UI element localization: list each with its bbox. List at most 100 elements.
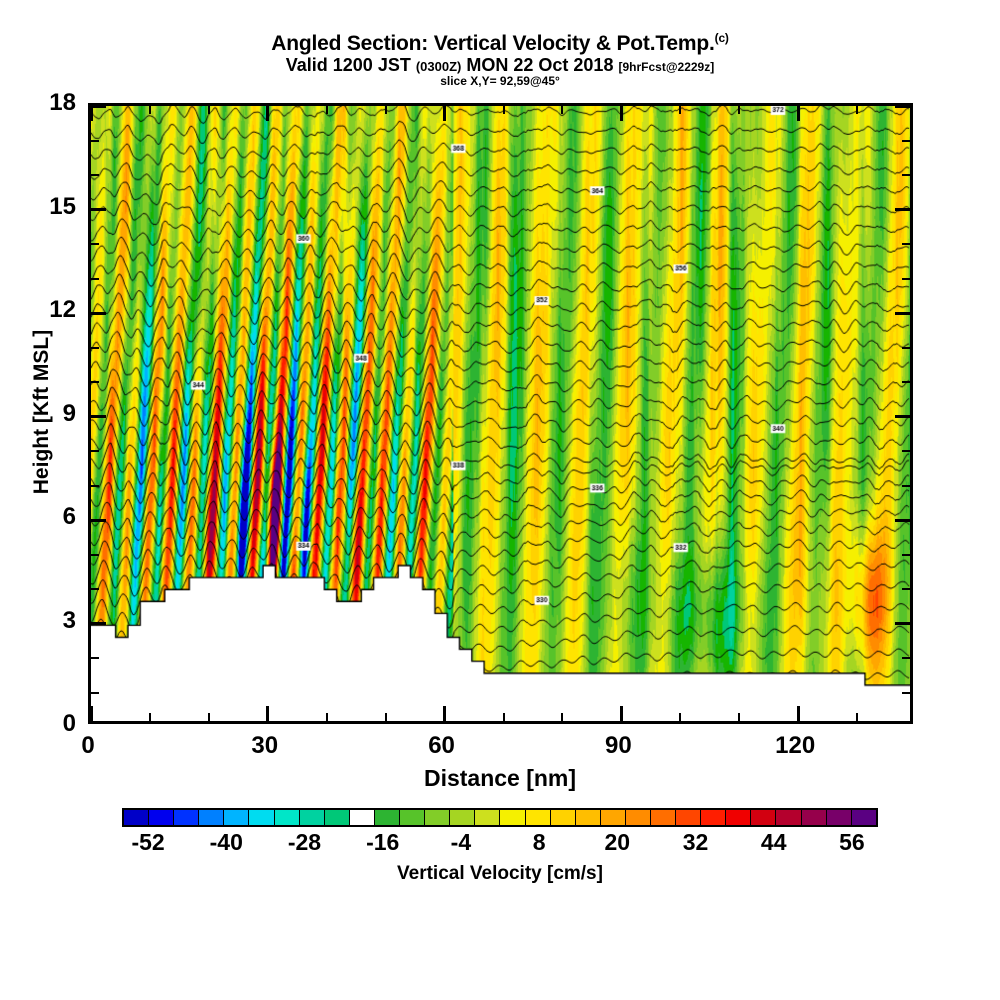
colorbar-cell: [500, 810, 526, 825]
x-tick-top: [443, 106, 447, 121]
colorbar-tick-label: -16: [366, 829, 400, 855]
colorbar-tick-label: -40: [209, 829, 243, 855]
colorbar-cell: [450, 810, 476, 825]
colorbar-tick-labels: -52 -40 -28 -16 -4 8 20 32 44 56: [0, 829, 1000, 859]
y-tick-label: 9: [62, 399, 76, 427]
x-tick: [856, 713, 859, 721]
colorbar-tick-label: 20: [604, 829, 631, 855]
y-tick-right: [895, 415, 910, 418]
colorbar-tick-label: -28: [287, 829, 322, 855]
y-tick-label: 15: [49, 192, 76, 220]
x-tick: [738, 713, 741, 721]
colorbar-cell: [600, 810, 626, 825]
colorbar-cell: [124, 810, 150, 825]
plot-area: [88, 103, 913, 724]
colorbar-cell: [751, 810, 777, 825]
y-tick: [91, 277, 99, 280]
x-tick-top: [207, 106, 210, 114]
y-tick: [91, 243, 99, 245]
y-tick-label: 0: [62, 710, 76, 737]
colorbar-cell: [550, 810, 576, 825]
x-tick-label: 90: [604, 732, 632, 759]
y-tick-right: [902, 553, 910, 556]
valid-date-text: MON 22 Oct 2018: [466, 55, 614, 76]
colorbar-cell: [374, 810, 401, 825]
y-tick: [91, 381, 99, 383]
colorbar-cell: [625, 810, 651, 825]
colorbar-caption: Vertical Velocity [cm/s]: [397, 863, 603, 884]
colorbar-cell: [676, 810, 702, 825]
colorbar-cell: [224, 810, 250, 825]
x-tick-top: [738, 106, 741, 114]
x-tick-label: 120: [775, 732, 816, 759]
main-title-text: Angled Section: Vertical Velocity & Pot.…: [271, 32, 715, 55]
colorbar-cell: [199, 810, 225, 825]
y-tick-right: [902, 484, 910, 487]
y-tick: [91, 553, 99, 556]
y-tick: [91, 450, 99, 452]
x-tick: [502, 713, 505, 721]
x-tick: [443, 706, 447, 721]
colorbar-cell: [650, 810, 677, 825]
x-tick-top: [502, 106, 505, 114]
x-tick-top: [384, 106, 387, 114]
y-tick-right: [902, 139, 910, 142]
x-tick-top: [91, 106, 93, 121]
x-axis-label: Distance [nm]: [423, 765, 577, 791]
y-tick-right: [895, 106, 910, 108]
colorbar-cell: [826, 810, 852, 825]
x-tick-label: 30: [251, 732, 279, 759]
y-tick: [91, 346, 99, 349]
subtitle: Valid 1200 JST (0300Z) MON 22 Oct 2018 […: [0, 56, 1000, 75]
y-tick-right: [902, 381, 910, 383]
x-tick-top: [561, 106, 564, 114]
colorbar-cell: [299, 810, 325, 825]
y-tick: [91, 415, 106, 418]
colorbar-cell: [726, 810, 752, 825]
y-tick: [91, 657, 99, 659]
x-tick-top: [619, 106, 623, 121]
y-tick-label: 6: [62, 503, 76, 530]
colorbar-cell: [776, 810, 802, 825]
y-tick: [91, 174, 99, 176]
colorbar-cell: [324, 810, 350, 825]
y-tick-right: [902, 346, 910, 349]
colorbar-cell: [475, 810, 501, 825]
colorbar-cell: [400, 810, 426, 825]
terrain-mask: [91, 106, 910, 721]
colorbar-cell: [249, 810, 275, 825]
colorbar-cell: [575, 810, 601, 825]
y-tick-right: [902, 657, 910, 659]
y-tick: [91, 484, 99, 487]
y-tick-right: [902, 691, 910, 694]
y-tick-right: [902, 588, 910, 590]
forecast-lead-text: [9hrFcst@2229z]: [618, 60, 715, 75]
y-tick-right: [895, 622, 910, 625]
page-title: Angled Section: Vertical Velocity & Pot.…: [0, 32, 1000, 55]
x-tick: [561, 713, 564, 721]
y-tick-label: 3: [62, 606, 76, 634]
valid-time-text: Valid 1200 JST: [285, 55, 411, 76]
x-tick: [266, 706, 270, 721]
y-tick-right: [902, 277, 910, 280]
x-tick: [384, 713, 387, 721]
x-tick-top: [856, 106, 859, 114]
y-tick-label: 18: [49, 89, 76, 116]
y-tick-right: [895, 208, 910, 211]
colorbar-cell: [701, 810, 727, 825]
y-tick-label: 12: [49, 296, 76, 323]
valid-utc-text: (0300Z): [415, 59, 462, 75]
colorbar-tick-label: 8: [532, 829, 546, 855]
x-tick-top: [325, 106, 328, 114]
x-tick: [619, 706, 623, 721]
slice-annotation: slice X,Y= 92,59@45°: [440, 73, 560, 88]
copyright-mark: (c): [714, 31, 729, 45]
colorbar-tick-label: -52: [131, 829, 165, 855]
colorbar-cell: [851, 810, 876, 825]
x-tick-top: [679, 106, 682, 114]
colorbar-cell: [174, 810, 200, 825]
colorbar-cell: [274, 810, 300, 825]
x-tick: [91, 706, 93, 721]
y-tick: [91, 311, 106, 315]
y-tick: [91, 622, 106, 625]
